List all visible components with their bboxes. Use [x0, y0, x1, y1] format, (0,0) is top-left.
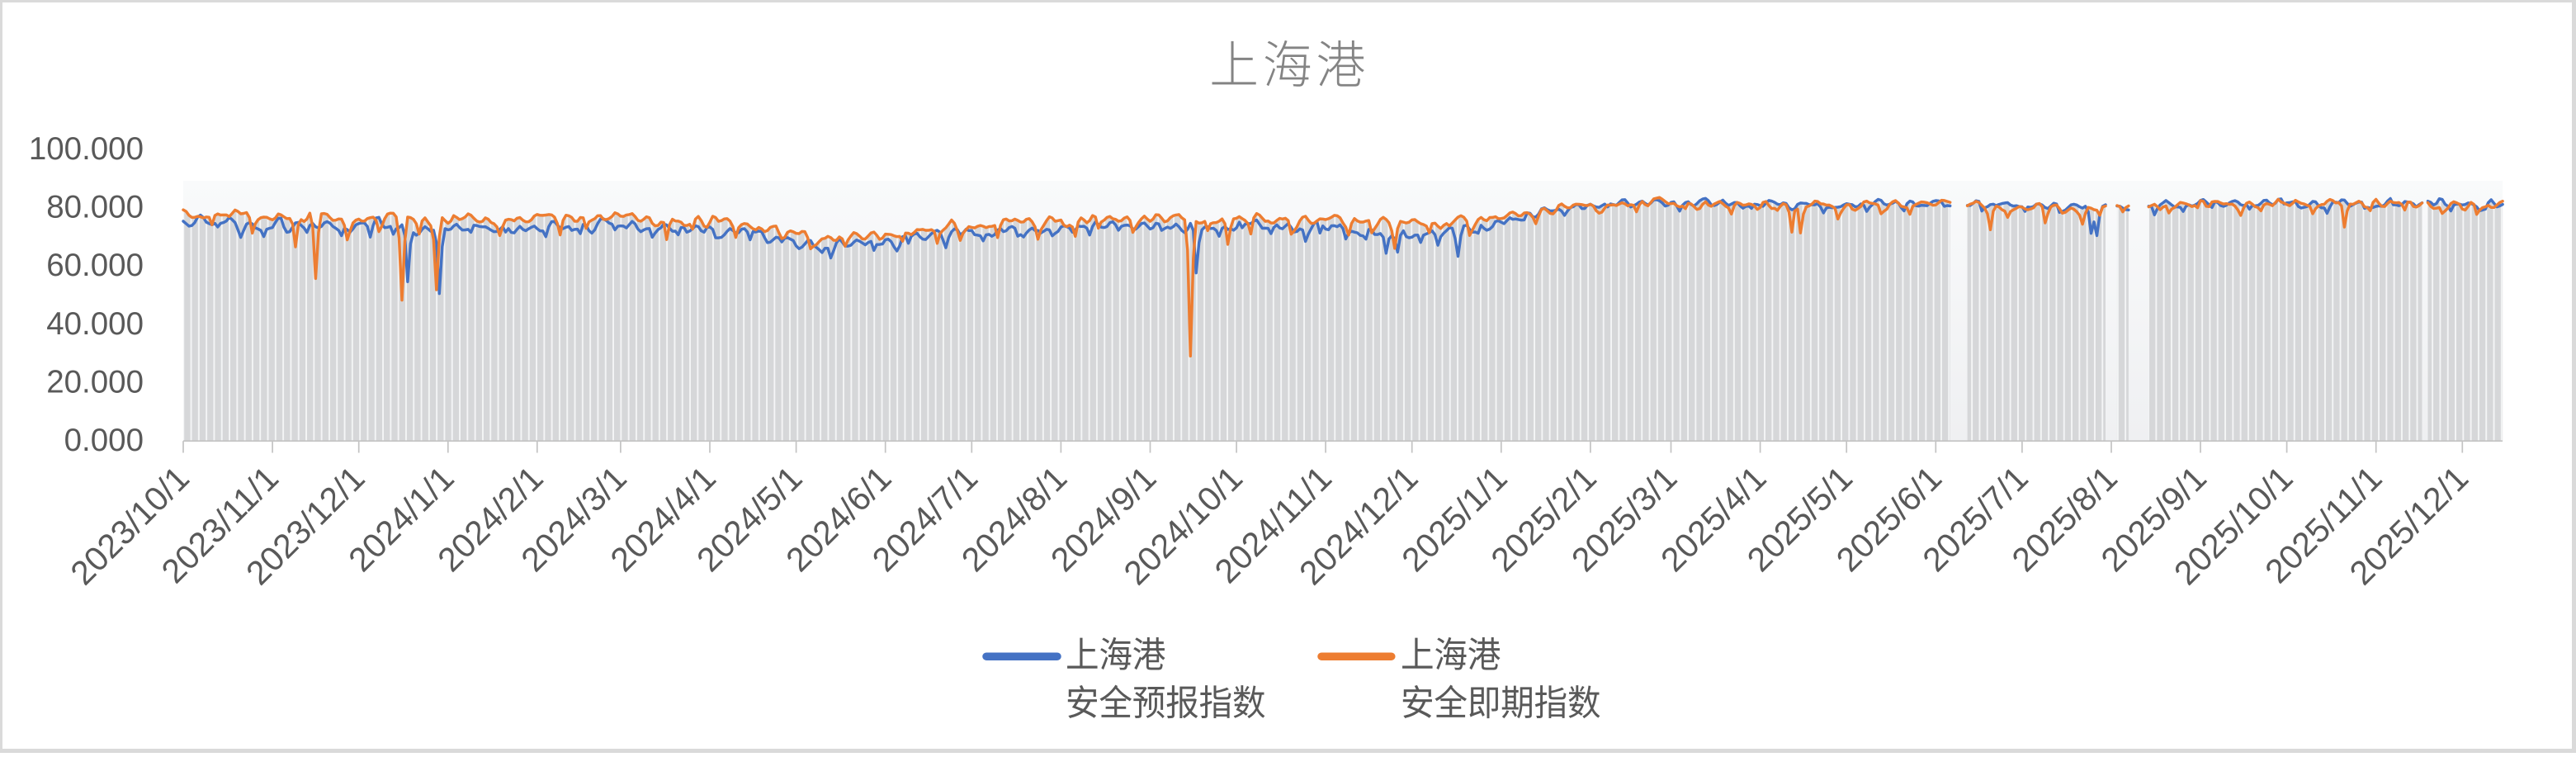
svg-text:100.000: 100.000: [29, 131, 144, 167]
svg-text:0.000: 0.000: [64, 423, 144, 458]
svg-text:20.000: 20.000: [46, 364, 144, 400]
svg-text:80.000: 80.000: [46, 190, 144, 225]
svg-text:60.000: 60.000: [46, 248, 144, 283]
svg-text:40.000: 40.000: [46, 306, 144, 342]
